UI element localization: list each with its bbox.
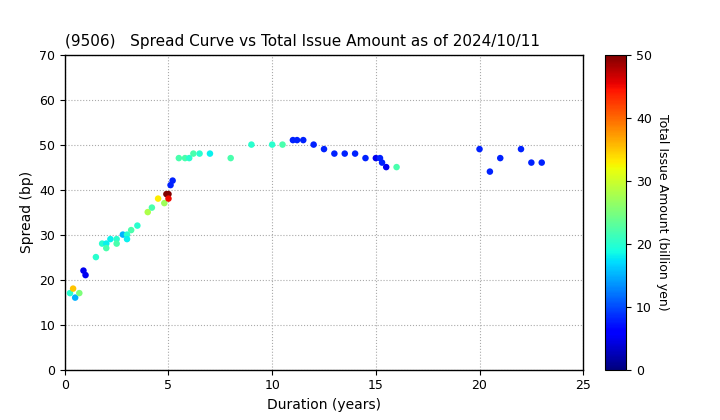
Point [101, 245, 112, 252]
Point [111, 240, 122, 247]
Point [292, 137, 303, 144]
Point [142, 209, 153, 215]
Point [225, 155, 236, 161]
Point [173, 155, 184, 161]
Point [495, 155, 506, 161]
X-axis label: Duration (years): Duration (years) [267, 398, 381, 412]
Point [287, 137, 299, 144]
Point [374, 155, 386, 161]
Point [101, 240, 112, 247]
Point [360, 155, 372, 161]
Point [121, 231, 132, 238]
Point [167, 177, 179, 184]
Point [121, 236, 132, 242]
Point [246, 141, 257, 148]
Point [297, 137, 309, 144]
Y-axis label: Total Issue Amount (billion yen): Total Issue Amount (billion yen) [656, 114, 669, 310]
Point [158, 200, 170, 207]
Point [370, 155, 382, 161]
Text: (9506)   Spread Curve vs Total Issue Amount as of 2024/10/11: (9506) Spread Curve vs Total Issue Amoun… [65, 34, 540, 49]
Point [391, 164, 402, 171]
Point [276, 141, 288, 148]
Point [163, 195, 174, 202]
Point [516, 146, 527, 152]
Point [308, 141, 320, 148]
Point [161, 191, 172, 197]
Point [68, 285, 79, 292]
Point [132, 222, 143, 229]
Point [64, 290, 76, 297]
Point [96, 240, 108, 247]
Point [474, 146, 485, 152]
Point [377, 159, 388, 166]
Point [188, 150, 199, 157]
Point [153, 195, 164, 202]
Point [184, 155, 195, 161]
Point [526, 159, 537, 166]
Point [80, 272, 91, 278]
Point [349, 150, 361, 157]
Point [165, 182, 176, 189]
Point [125, 227, 137, 234]
Point [146, 204, 158, 211]
Point [111, 236, 122, 242]
Point [194, 150, 205, 157]
Point [78, 267, 89, 274]
Y-axis label: Spread (bp): Spread (bp) [19, 171, 34, 253]
Point [104, 236, 116, 242]
Point [204, 150, 216, 157]
Point [117, 231, 129, 238]
Point [328, 150, 340, 157]
Point [339, 150, 351, 157]
Point [484, 168, 495, 175]
Point [179, 155, 191, 161]
Point [536, 159, 547, 166]
Point [69, 294, 81, 301]
Point [73, 290, 85, 297]
Point [380, 164, 392, 171]
Point [163, 191, 174, 197]
Point [90, 254, 102, 260]
Point [266, 141, 278, 148]
Point [318, 146, 330, 152]
